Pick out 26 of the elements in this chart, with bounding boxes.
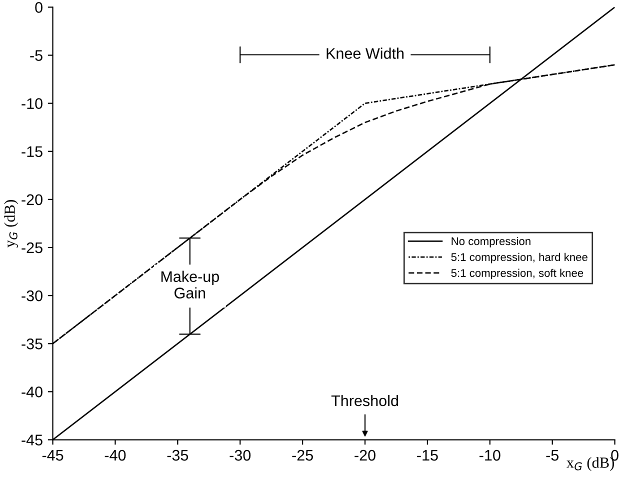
x-tick-label: -10 — [480, 450, 500, 461]
y-axis-title: y$_{G}$ (dB) — [4, 200, 18, 248]
y-tick-label: 0 — [35, 2, 42, 13]
y-tick-label: -25 — [22, 242, 42, 254]
y-tick-label: -35 — [22, 338, 42, 350]
annotation: Knee Width — [326, 48, 404, 59]
x-tick-label: -25 — [292, 450, 313, 461]
x-tick-label: -5 — [546, 450, 558, 461]
x-tick-label: -40 — [104, 450, 126, 461]
y-tick-label: -20 — [22, 194, 42, 206]
legend-label: 5:1 compression, soft knee — [451, 268, 584, 280]
legend-label: No compression — [452, 236, 530, 248]
annotation: Threshold — [331, 394, 398, 406]
x-tick-label: -20 — [354, 450, 376, 461]
annotation: Make-up Gain — [161, 270, 219, 298]
y-tick-label: -5 — [30, 50, 42, 61]
legend-label: 5:1 compression, hard knee — [451, 252, 588, 264]
y-tick-label: -30 — [22, 290, 42, 302]
y-tick-label: -40 — [22, 386, 42, 398]
y-tick-label: -10 — [22, 98, 42, 109]
x-tick-label: -45 — [42, 450, 64, 461]
x-tick-label: -35 — [167, 450, 188, 461]
y-tick-label: -45 — [22, 434, 42, 446]
y-tick-label: -15 — [22, 146, 42, 158]
x-tick-label: -15 — [417, 450, 438, 461]
x-tick-label: -30 — [230, 450, 251, 461]
